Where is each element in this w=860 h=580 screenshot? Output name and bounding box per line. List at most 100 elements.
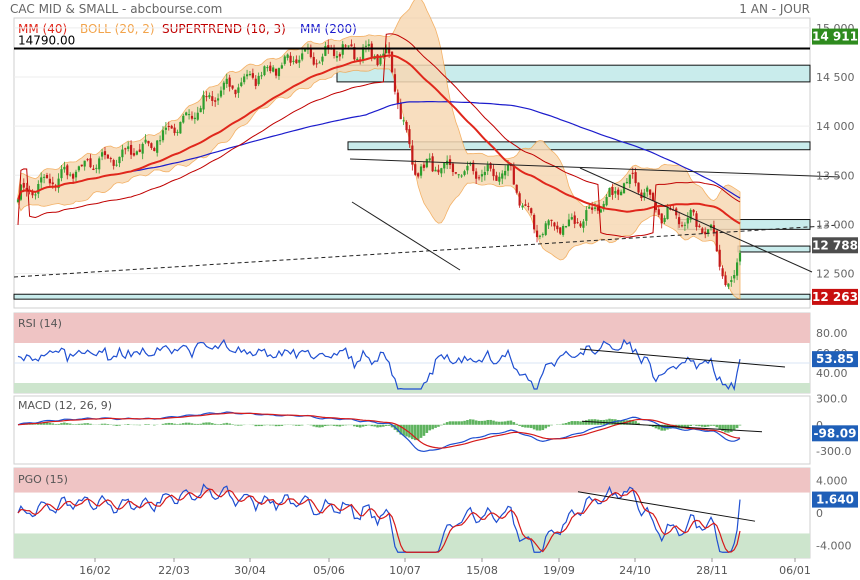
macd-histogram-bar bbox=[503, 421, 507, 425]
candle-body bbox=[109, 158, 112, 160]
macd-histogram-bar bbox=[338, 424, 342, 427]
candle-body bbox=[361, 47, 365, 61]
macd-histogram-bar bbox=[535, 424, 539, 431]
candle-body bbox=[167, 125, 170, 128]
candle-body bbox=[147, 140, 150, 144]
candle-body bbox=[562, 226, 565, 235]
candle-body bbox=[376, 54, 379, 65]
macd-histogram-bar bbox=[234, 424, 237, 426]
macd-histogram-bar bbox=[712, 424, 716, 426]
macd-panel-frame bbox=[13, 395, 811, 465]
macd-histogram-bar bbox=[402, 424, 405, 436]
candle-body bbox=[405, 121, 408, 131]
candle-body bbox=[460, 175, 463, 177]
macd-histogram-bar bbox=[730, 424, 733, 432]
macd-histogram-bar bbox=[480, 420, 484, 425]
legend-mm200: MM (200) bbox=[300, 22, 357, 36]
candle-body bbox=[608, 188, 611, 197]
macd-histogram-bar bbox=[353, 424, 356, 427]
candle-body bbox=[564, 226, 568, 228]
macd-histogram-bar bbox=[527, 424, 530, 428]
candle-body bbox=[301, 53, 304, 60]
candle-body bbox=[129, 144, 133, 155]
candle-body bbox=[472, 162, 475, 172]
macd-histogram-bar bbox=[309, 424, 313, 426]
candle-body bbox=[399, 103, 402, 120]
candle-body bbox=[298, 59, 301, 63]
candle-body bbox=[164, 127, 167, 130]
x-axis: 16/02 22/03 30/04 05/06 10/07 15/08 19/09 24/10… bbox=[79, 558, 811, 577]
macd-histogram-bar bbox=[605, 419, 608, 425]
candle-body bbox=[69, 174, 72, 176]
macd-histogram-bar bbox=[364, 424, 368, 426]
macd-histogram-bar bbox=[312, 424, 316, 427]
macd-histogram-bar bbox=[271, 424, 275, 426]
candle-body bbox=[141, 143, 144, 154]
macd-histogram-bar bbox=[115, 424, 118, 426]
candle-body bbox=[611, 186, 614, 195]
macd-histogram-bar bbox=[634, 421, 637, 425]
candle-body bbox=[631, 172, 634, 174]
candle-body bbox=[135, 151, 138, 155]
macd-histogram-bar bbox=[161, 423, 165, 425]
oscillator-y-tick: 300.0 bbox=[816, 393, 848, 406]
macd-histogram-bar bbox=[445, 422, 449, 425]
candle-body bbox=[158, 140, 162, 142]
macd-histogram-bar bbox=[382, 424, 385, 427]
macd-histogram-bar bbox=[492, 420, 495, 425]
pgo-overbought-zone bbox=[14, 468, 810, 493]
candle-body bbox=[582, 221, 585, 228]
candle-body bbox=[216, 98, 220, 101]
candle-body bbox=[153, 148, 156, 152]
x-tick-label: 22/03 bbox=[158, 564, 190, 577]
macd-histogram-bar bbox=[80, 423, 84, 425]
macd-histogram-bar bbox=[187, 422, 191, 425]
candle-body bbox=[243, 76, 246, 83]
price-badges: 14 911 12 788 12 263 bbox=[812, 28, 858, 305]
candle-body bbox=[318, 62, 321, 64]
candle-body bbox=[524, 204, 527, 206]
macd-histogram-bar bbox=[152, 424, 156, 426]
macd-histogram-bar bbox=[57, 423, 60, 425]
macd-histogram-bar bbox=[77, 423, 81, 425]
candle-body bbox=[312, 56, 315, 65]
candle-body bbox=[34, 194, 37, 196]
candle-body bbox=[454, 172, 457, 174]
candle-body bbox=[512, 166, 515, 185]
macd-label: MACD (12, 26, 9) bbox=[18, 399, 112, 412]
macd-histogram-bar bbox=[315, 424, 318, 428]
candle-body bbox=[286, 54, 289, 58]
candle-body bbox=[263, 66, 266, 76]
candle-body bbox=[588, 206, 591, 209]
macd-histogram-bar bbox=[106, 424, 110, 425]
macd-histogram-bar bbox=[738, 424, 742, 426]
candle-body bbox=[37, 184, 40, 194]
candle-body bbox=[486, 164, 489, 172]
candle-body bbox=[292, 60, 295, 62]
macd-histogram-bar bbox=[457, 421, 461, 425]
candle-body bbox=[63, 166, 66, 170]
candle-body bbox=[92, 168, 95, 170]
macd-histogram-bar bbox=[724, 424, 727, 433]
macd-histogram-bar bbox=[538, 424, 542, 431]
x-tick-label: 30/04 bbox=[234, 564, 266, 577]
candle-body bbox=[40, 177, 43, 183]
macd-histogram-bar bbox=[471, 419, 475, 425]
oscillator-badge-text: 53.85 bbox=[816, 352, 854, 366]
candle-body bbox=[515, 184, 518, 193]
pgo-oversold-zone bbox=[14, 533, 810, 558]
candle-body bbox=[463, 171, 466, 175]
candle-body bbox=[686, 217, 689, 224]
macd-histogram-bar bbox=[715, 424, 719, 428]
support-zone bbox=[347, 141, 811, 151]
macd-histogram-bar bbox=[419, 424, 423, 438]
candle-body bbox=[620, 191, 623, 196]
candle-body bbox=[680, 225, 684, 227]
x-tick-label: 28/11 bbox=[696, 564, 728, 577]
macd-histogram-bar bbox=[89, 423, 92, 425]
legend-supertrend: SUPERTREND (10, 3) bbox=[162, 22, 286, 36]
candle-body bbox=[272, 67, 275, 72]
macd-histogram-bar bbox=[344, 424, 347, 426]
candle-body bbox=[214, 100, 217, 102]
